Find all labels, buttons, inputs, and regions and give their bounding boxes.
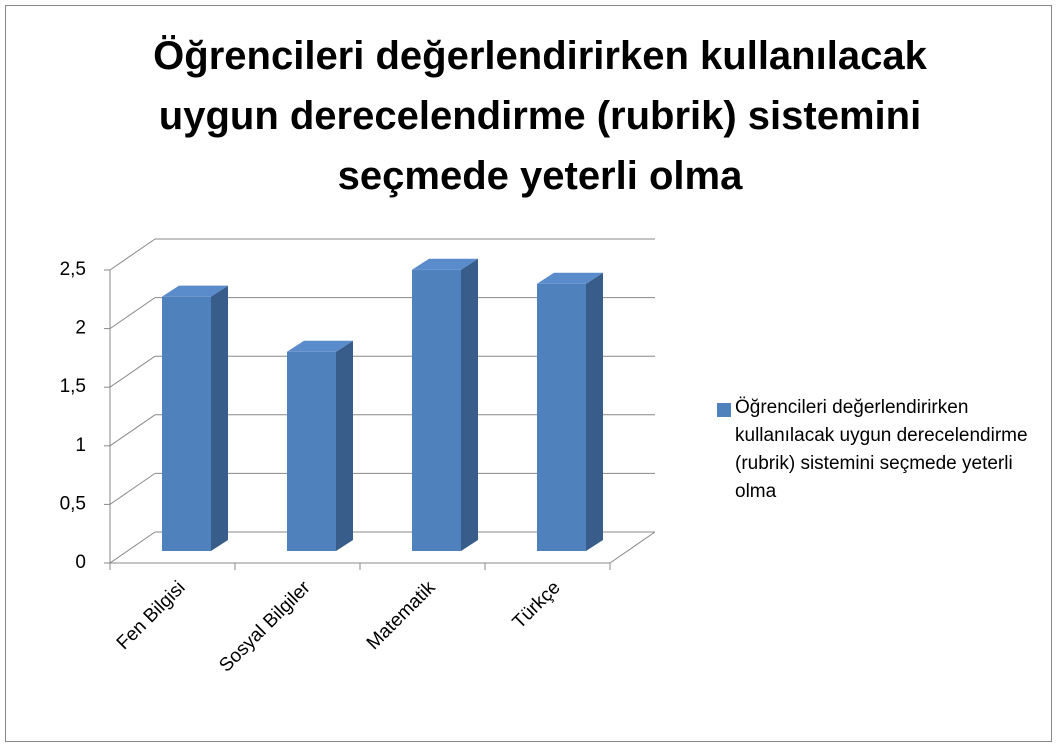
- grid-line: [109, 297, 156, 330]
- bar-top: [537, 272, 603, 284]
- bar-side: [211, 285, 228, 551]
- legend-label: Öğrencileri değerlendirirken kullanılaca…: [735, 397, 1028, 502]
- chart-border: [5, 5, 1052, 742]
- y-tick-label: 0: [75, 552, 86, 573]
- x-tick-label: Sosyal Bilgiler: [215, 577, 315, 677]
- chart-title: Öğrencileri değerlendirirken kullanılaca…: [153, 34, 927, 198]
- bar: [412, 269, 461, 551]
- bar: [537, 283, 586, 551]
- x-tick-label: Fen Bilgisi: [113, 577, 190, 654]
- bar-side: [461, 258, 478, 551]
- bar-side: [586, 272, 603, 551]
- y-tick-label: 1: [75, 435, 86, 456]
- bar: [287, 351, 336, 551]
- legend-swatch: [717, 403, 731, 417]
- bar: [162, 296, 211, 551]
- x-tick-label: Matematik: [363, 577, 440, 654]
- x-tick-label: Türkçe: [509, 577, 565, 633]
- grid-line: [109, 472, 156, 505]
- y-tick-label: 2: [75, 318, 86, 339]
- grid-line: [109, 414, 156, 447]
- grid-line: [109, 355, 156, 388]
- y-tick-label: 1,5: [60, 376, 86, 397]
- bar-side: [336, 340, 353, 551]
- floor-edge: [609, 531, 656, 564]
- bar-top: [162, 285, 228, 297]
- grid-line: [109, 531, 156, 564]
- bar-top: [287, 340, 353, 352]
- y-tick-label: 0,5: [60, 493, 86, 514]
- grid-line: [109, 238, 156, 271]
- bar-top: [412, 258, 478, 270]
- y-tick-label: 2,5: [60, 259, 86, 280]
